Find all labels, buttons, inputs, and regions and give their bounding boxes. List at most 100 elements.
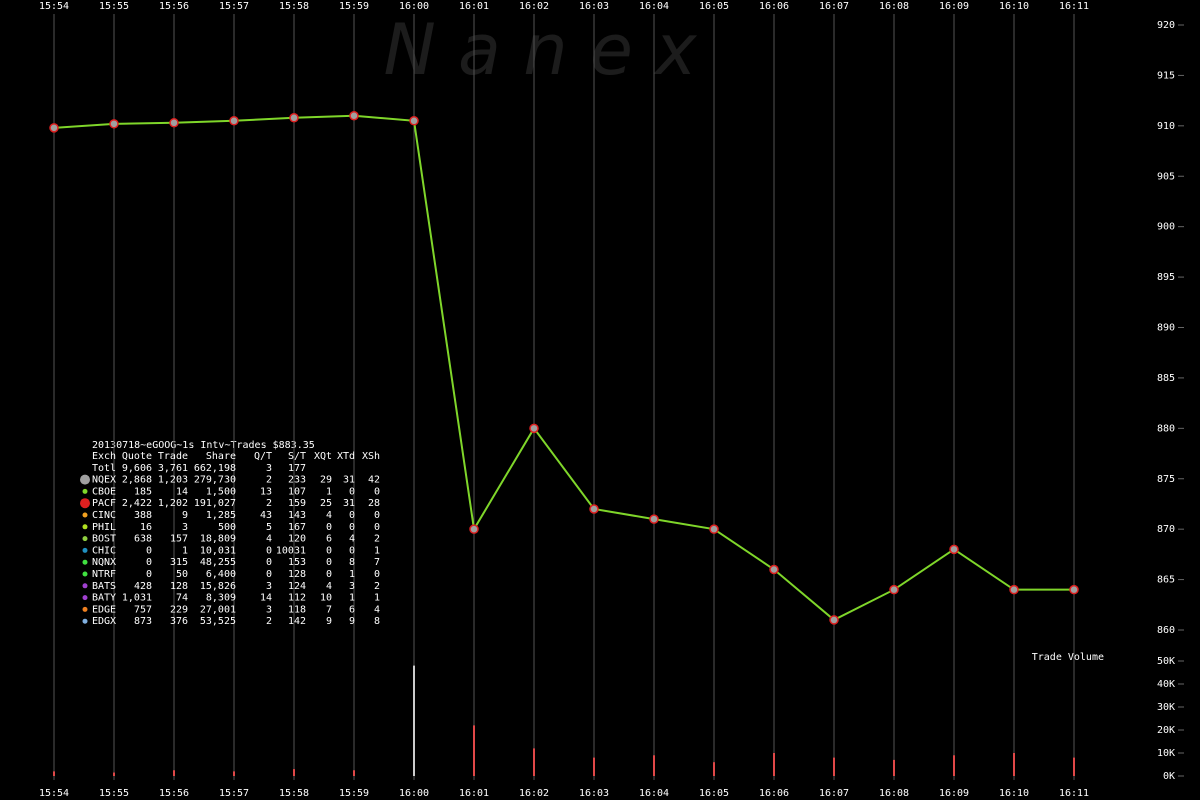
table-cell: 2 (266, 616, 272, 627)
table-cell: NTRF (92, 569, 116, 580)
x-tick-label: 16:09 (939, 1, 969, 12)
table-cell: 3,761 (158, 463, 188, 474)
table-cell: 2,868 (122, 475, 152, 486)
volume-bar (113, 772, 115, 776)
table-cell: 2 (374, 581, 380, 592)
x-tick-label: 15:57 (219, 788, 249, 799)
table-cell: CBOE (92, 486, 116, 497)
table-cell: 3 (266, 463, 272, 474)
x-tick-label: 16:10 (999, 788, 1029, 799)
volume-tick-label: 0K (1163, 771, 1175, 782)
x-tick-label: 16:01 (459, 788, 489, 799)
table-cell: 5 (266, 522, 272, 533)
table-cell: 120 (288, 534, 306, 545)
table-cell: 31 (343, 475, 355, 486)
table-cell: 0 (326, 569, 332, 580)
table-cell: 0 (146, 557, 152, 568)
table-cell: 0 (349, 545, 355, 556)
x-tick-label: 16:11 (1059, 1, 1089, 12)
x-tick-label: 16:03 (579, 1, 609, 12)
table-cell: EDGE (92, 604, 116, 615)
table-cell: 229 (170, 604, 188, 615)
table-title: 20130718~eGOOG~1s Intv~Trades $883.35 (92, 440, 315, 451)
x-tick-label: 16:04 (639, 788, 669, 799)
table-cell: 6,400 (206, 569, 236, 580)
y-tick-label: 875 (1157, 474, 1175, 485)
volume-tick-label: 40K (1157, 679, 1175, 690)
table-cell: 48,255 (200, 557, 236, 568)
y-tick-label: 900 (1157, 222, 1175, 233)
table-cell: 9 (349, 616, 355, 627)
table-cell: 1 (374, 545, 380, 556)
trade-point (409, 116, 419, 126)
table-cell: 2 (266, 498, 272, 509)
table-cell: 143 (288, 510, 306, 521)
table-cell: 107 (288, 486, 306, 497)
table-cell: BOST (92, 534, 116, 545)
table-cell: 0 (349, 486, 355, 497)
table-cell: 3 (182, 522, 188, 533)
table-cell: 233 (288, 475, 306, 486)
y-tick-label: 905 (1157, 171, 1175, 182)
table-cell: 4 (349, 534, 355, 545)
table-cell: 1,285 (206, 510, 236, 521)
table-header: S/T (288, 451, 306, 462)
table-cell: PACF (92, 498, 116, 509)
table-cell: 6 (349, 604, 355, 615)
x-tick-label: 16:07 (819, 788, 849, 799)
table-cell: 8 (349, 557, 355, 568)
volume-bar (833, 757, 835, 776)
table-cell: 1 (349, 593, 355, 604)
table-cell: 1 (349, 569, 355, 580)
table-header: Q/T (254, 451, 272, 462)
table-cell: 1,203 (158, 475, 188, 486)
table-cell: BATS (92, 581, 116, 592)
table-cell: 1 (326, 486, 332, 497)
table-cell: 0 (326, 557, 332, 568)
volume-bar (1073, 757, 1075, 776)
table-cell: 638 (134, 534, 152, 545)
x-tick-label: 16:06 (759, 788, 789, 799)
y-tick-label: 885 (1157, 373, 1175, 384)
table-cell: 1 (182, 545, 188, 556)
table-cell: 9,606 (122, 463, 152, 474)
table-cell: 2 (266, 475, 272, 486)
table-cell: 0 (266, 569, 272, 580)
table-cell: 112 (288, 593, 306, 604)
trade-point (349, 111, 359, 121)
table-cell: 662,198 (194, 463, 236, 474)
table-cell: 27,001 (200, 604, 236, 615)
y-tick-label: 880 (1157, 423, 1175, 434)
x-tick-label: 15:59 (339, 1, 369, 12)
x-tick-label: 16:04 (639, 1, 669, 12)
table-cell: 500 (218, 522, 236, 533)
volume-bar (953, 755, 955, 776)
trade-point (949, 544, 959, 555)
table-cell: 28 (368, 498, 380, 509)
exchange-marker (82, 571, 88, 577)
exchange-marker (82, 559, 88, 565)
table-cell: 428 (134, 581, 152, 592)
table-cell: 873 (134, 616, 152, 627)
table-cell: 1 (374, 593, 380, 604)
table-cell: NQEX (92, 475, 116, 486)
x-tick-label: 16:01 (459, 1, 489, 12)
exchange-marker (80, 474, 90, 485)
volume-label: Trade Volume (1032, 652, 1104, 663)
table-cell: 167 (288, 522, 306, 533)
table-cell: 1,202 (158, 498, 188, 509)
table-cell: 3 (266, 604, 272, 615)
x-tick-label: 15:54 (39, 788, 69, 799)
trade-point (1069, 584, 1079, 595)
exchange-marker (80, 498, 90, 509)
y-tick-label: 920 (1157, 20, 1175, 31)
exchange-marker (82, 488, 88, 494)
volume-tick-label: 20K (1157, 725, 1175, 736)
table-cell: 10 (320, 593, 332, 604)
table-cell: 128 (288, 569, 306, 580)
x-tick-label: 16:10 (999, 1, 1029, 12)
table-cell: 124 (288, 581, 306, 592)
volume-bar (773, 753, 775, 776)
table-cell: 0 (374, 486, 380, 497)
